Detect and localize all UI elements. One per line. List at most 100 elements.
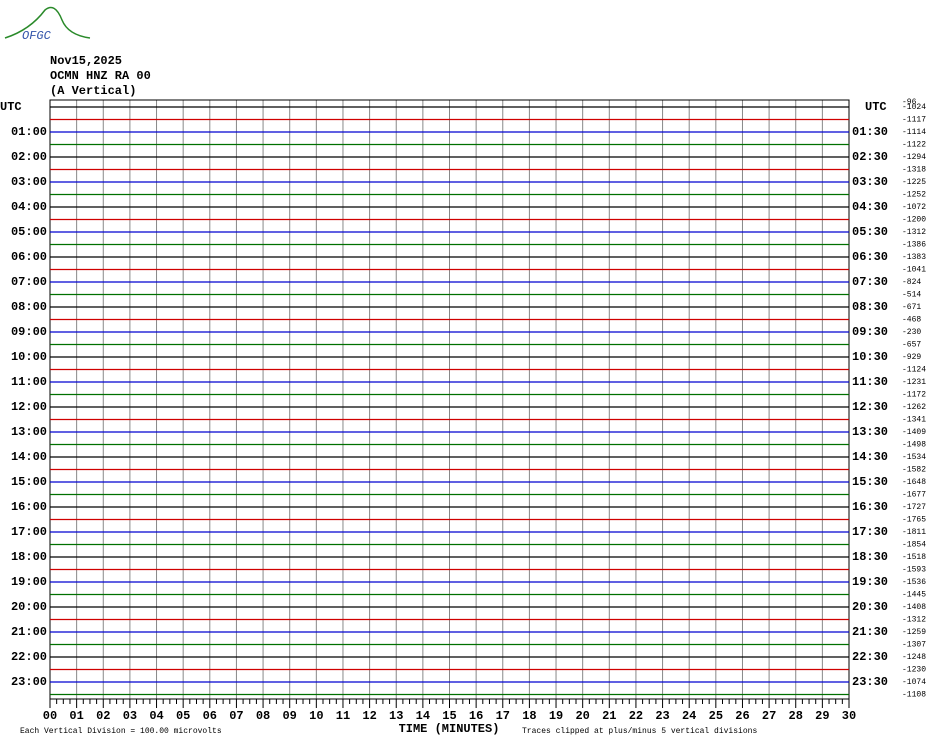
left-label: 09:00	[11, 325, 47, 339]
offset-label: -1041	[902, 266, 926, 275]
left-label: 14:00	[11, 450, 47, 464]
offset-label: -671	[902, 303, 921, 312]
right-label: 20:30	[852, 600, 888, 614]
offset-label: -1854	[902, 541, 926, 550]
right-title: UTC	[865, 100, 887, 114]
x-tick-label: 09	[282, 709, 296, 723]
x-tick-label: 06	[203, 709, 217, 723]
left-label: 10:00	[11, 350, 47, 364]
left-label: 22:00	[11, 650, 47, 664]
right-label: 12:30	[852, 400, 888, 414]
left-label: 07:00	[11, 275, 47, 289]
offset-label: -1765	[902, 516, 926, 525]
x-tick-label: 11	[336, 709, 350, 723]
x-tick-label: 22	[629, 709, 643, 723]
offset-label: -1677	[902, 491, 926, 500]
offset-label: -1383	[902, 253, 926, 262]
x-tick-label: 17	[496, 709, 510, 723]
x-tick-label: 00	[43, 709, 57, 723]
right-label: 04:30	[852, 200, 888, 214]
right-label: 06:30	[852, 250, 888, 264]
right-label: 15:30	[852, 475, 888, 489]
offset-label: -1593	[902, 566, 926, 575]
x-tick-label: 01	[69, 709, 83, 723]
right-label: 18:30	[852, 550, 888, 564]
offset-label: -1122	[902, 141, 926, 150]
x-tick-label: 16	[469, 709, 483, 723]
offset-label: -1231	[902, 378, 926, 387]
offset-label: -1294	[902, 153, 926, 162]
right-label: 02:30	[852, 150, 888, 164]
right-label: 21:30	[852, 625, 888, 639]
left-label: 03:00	[11, 175, 47, 189]
left-label: 21:00	[11, 625, 47, 639]
left-label: 04:00	[11, 200, 47, 214]
offset-label: -1200	[902, 216, 926, 225]
x-tick-label: 04	[149, 709, 163, 723]
offset-label: -1230	[902, 666, 926, 675]
x-tick-label: 07	[229, 709, 243, 723]
left-label: 15:00	[11, 475, 47, 489]
right-label: 07:30	[852, 275, 888, 289]
right-label: 16:30	[852, 500, 888, 514]
right-label: 01:30	[852, 125, 888, 139]
offset-label: -1312	[902, 228, 926, 237]
x-tick-label: 30	[842, 709, 856, 723]
clip-note: Traces clipped at plus/minus 5 vertical …	[522, 727, 757, 736]
left-label: 16:00	[11, 500, 47, 514]
offset-label: -1648	[902, 478, 926, 487]
x-tick-label: 26	[735, 709, 749, 723]
offset-label: -1117	[902, 116, 926, 125]
offset-label: -1252	[902, 191, 926, 200]
offset-label: -1582	[902, 466, 926, 475]
x-tick-label: 03	[123, 709, 137, 723]
offset-label: -1445	[902, 591, 926, 600]
x-tick-label: 13	[389, 709, 403, 723]
right-label: 05:30	[852, 225, 888, 239]
offset-label: -929	[902, 353, 921, 362]
offset-label: -468	[902, 316, 921, 325]
x-tick-label: 15	[442, 709, 456, 723]
offset-label: -1318	[902, 166, 926, 175]
left-label: 19:00	[11, 575, 47, 589]
scale-note: Each Vertical Division = 100.00 microvol…	[20, 727, 222, 736]
offset-label: -1727	[902, 503, 926, 512]
offset-label: -1225	[902, 178, 926, 187]
offset-label: -1498	[902, 441, 926, 450]
right-label: 08:30	[852, 300, 888, 314]
date: Nov15,2025	[50, 54, 122, 68]
x-tick-label: 05	[176, 709, 190, 723]
offset-header: -96	[902, 98, 917, 107]
offset-label: -824	[902, 278, 921, 287]
offset-label: -1408	[902, 603, 926, 612]
right-label: 17:30	[852, 525, 888, 539]
x-tick-label: 12	[362, 709, 376, 723]
offset-label: -1024	[902, 103, 926, 112]
x-tick-label: 25	[709, 709, 723, 723]
left-label: 20:00	[11, 600, 47, 614]
left-label: 02:00	[11, 150, 47, 164]
x-tick-label: 14	[416, 709, 430, 723]
right-label: 13:30	[852, 425, 888, 439]
left-label: 23:00	[11, 675, 47, 689]
offset-label: -657	[902, 341, 921, 350]
right-label: 09:30	[852, 325, 888, 339]
right-label: 14:30	[852, 450, 888, 464]
x-title: TIME (MINUTES)	[399, 722, 500, 736]
x-tick-label: 21	[602, 709, 616, 723]
x-tick-label: 20	[575, 709, 589, 723]
left-label: 13:00	[11, 425, 47, 439]
left-label: 01:00	[11, 125, 47, 139]
left-label: 17:00	[11, 525, 47, 539]
component: (A Vertical)	[50, 84, 136, 98]
offset-label: -1248	[902, 653, 926, 662]
offset-label: -1307	[902, 641, 926, 650]
right-label: 11:30	[852, 375, 888, 389]
offset-label: -1536	[902, 578, 926, 587]
left-label: 11:00	[11, 375, 47, 389]
x-tick-label: 27	[762, 709, 776, 723]
offset-label: -514	[902, 291, 921, 300]
x-tick-label: 23	[655, 709, 669, 723]
offset-label: -1534	[902, 453, 926, 462]
x-tick-label: 29	[815, 709, 829, 723]
